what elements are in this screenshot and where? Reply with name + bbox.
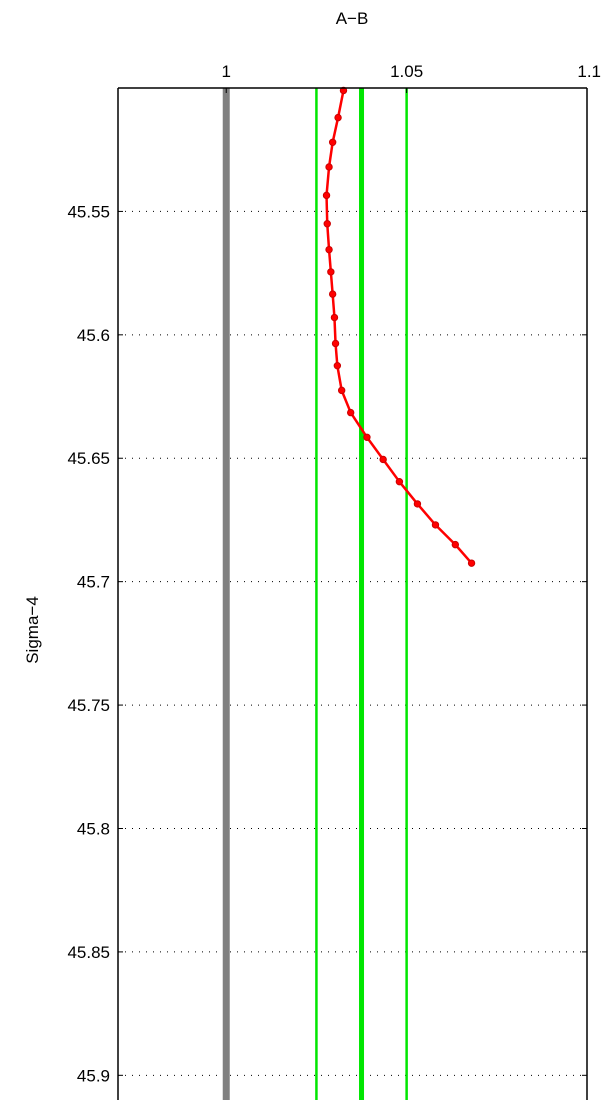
- y-tick-label: 45.55: [67, 202, 110, 221]
- y-tick-label: 45.85: [67, 943, 110, 962]
- data-point: [323, 220, 331, 228]
- y-tick-label: 45.65: [67, 449, 110, 468]
- data-point: [327, 268, 335, 276]
- data-point: [325, 245, 333, 254]
- y-tick-label: 45.6: [77, 326, 110, 345]
- data-point: [333, 361, 342, 370]
- tick-labels: 1 1.05 1.1 45.55 45.6 45.65 45.7 45.75 45.8 45.85…: [67, 62, 601, 1085]
- data-point: [330, 313, 339, 322]
- data-point: [431, 521, 440, 529]
- data-point: [337, 386, 346, 395]
- x-tick-label: 1.05: [390, 62, 423, 81]
- data-point: [363, 433, 371, 441]
- y-tick-label: 45.7: [77, 573, 110, 592]
- y-axis-title: Sigma−4: [23, 596, 42, 664]
- data-point: [413, 500, 422, 508]
- x-tick-label: 1.1: [577, 62, 601, 81]
- x-axis-title: A−B: [336, 9, 369, 28]
- data-point: [325, 163, 333, 171]
- data-point: [467, 559, 476, 567]
- x-tick-label: 1: [221, 62, 230, 81]
- data-point: [346, 408, 355, 417]
- data-point: [334, 113, 342, 122]
- y-tick-label: 45.9: [77, 1066, 110, 1085]
- data-point: [328, 138, 337, 147]
- y-tick-label: 45.75: [67, 696, 110, 715]
- data-point: [395, 477, 404, 486]
- series: [322, 86, 476, 567]
- data-point: [322, 191, 331, 200]
- reference-lines: [222, 88, 408, 1100]
- grid: [118, 88, 588, 1100]
- series-line: [325, 90, 473, 564]
- data-point: [331, 339, 340, 348]
- data-point: [328, 290, 337, 298]
- data-point: [379, 455, 387, 464]
- axes: [117, 87, 588, 1100]
- y-tick-label: 45.8: [77, 819, 110, 838]
- data-point: [451, 540, 460, 549]
